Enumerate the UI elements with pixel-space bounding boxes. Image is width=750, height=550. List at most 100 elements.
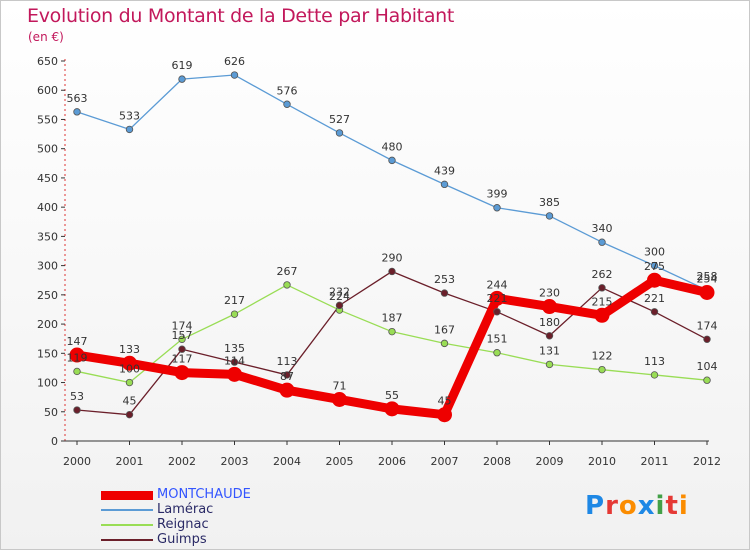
data-point-guimps bbox=[283, 371, 291, 379]
data-point-montchaude bbox=[174, 365, 190, 381]
data-point-reignac bbox=[230, 310, 239, 318]
data-point-lamerac bbox=[388, 156, 396, 165]
data-label-montchaude: 254 bbox=[697, 273, 718, 286]
data-point-guimps bbox=[73, 406, 81, 414]
data-point-guimps bbox=[178, 345, 186, 353]
data-label-guimps: 262 bbox=[592, 268, 613, 281]
y-tick-label: 650 bbox=[37, 55, 58, 68]
y-tick-label: 300 bbox=[37, 260, 58, 273]
data-point-reignac bbox=[650, 371, 659, 379]
data-label-reignac: 100 bbox=[119, 363, 140, 376]
data-point-guimps bbox=[125, 410, 134, 419]
logo-letter: o bbox=[618, 491, 638, 521]
y-tick-label: 250 bbox=[37, 289, 58, 302]
data-point-montchaude bbox=[699, 285, 715, 301]
data-label-reignac: 267 bbox=[277, 265, 298, 278]
data-label-guimps: 157 bbox=[172, 329, 193, 342]
data-point-montchaude bbox=[647, 272, 662, 288]
data-label-montchaude: 45 bbox=[438, 395, 452, 408]
data-point-reignac bbox=[125, 378, 134, 387]
y-tick-label: 150 bbox=[37, 347, 58, 360]
data-label-guimps: 232 bbox=[329, 285, 350, 298]
data-label-lamerac: 385 bbox=[539, 196, 560, 209]
logo-letter: P bbox=[585, 491, 606, 521]
data-label-reignac: 187 bbox=[382, 312, 403, 325]
x-tick-label: 2002 bbox=[168, 455, 196, 468]
data-label-montchaude: 117 bbox=[172, 353, 193, 366]
data-label-guimps: 221 bbox=[644, 292, 665, 305]
y-tick-label: 400 bbox=[37, 201, 58, 214]
x-tick-label: 2001 bbox=[116, 455, 144, 468]
x-tick-label: 2004 bbox=[273, 455, 301, 468]
data-label-guimps: 113 bbox=[277, 355, 298, 368]
legend-label: Guimps bbox=[157, 532, 207, 547]
data-point-guimps bbox=[650, 308, 659, 316]
data-label-reignac: 131 bbox=[539, 344, 560, 357]
data-point-reignac bbox=[440, 339, 449, 348]
data-point-lamerac bbox=[650, 261, 659, 270]
data-label-reignac: 119 bbox=[67, 351, 88, 364]
data-label-reignac: 167 bbox=[434, 323, 455, 336]
data-label-guimps: 253 bbox=[434, 273, 455, 286]
x-tick-label: 2008 bbox=[483, 455, 511, 468]
data-label-reignac: 104 bbox=[697, 360, 718, 373]
data-point-lamerac bbox=[230, 71, 239, 79]
legend-label: Lamérac bbox=[157, 502, 214, 517]
data-label-reignac: 174 bbox=[172, 319, 193, 332]
x-tick-label: 2007 bbox=[431, 455, 459, 468]
data-point-montchaude bbox=[227, 366, 242, 382]
data-point-reignac bbox=[545, 360, 554, 369]
logo-letter: i bbox=[678, 491, 689, 521]
data-point-lamerac bbox=[440, 180, 449, 189]
logo-letter: t bbox=[665, 491, 679, 521]
data-label-guimps: 135 bbox=[224, 342, 245, 355]
legend-label: MONTCHAUDE bbox=[157, 487, 251, 502]
logo-letter: x bbox=[637, 491, 656, 521]
data-label-montchaude: 87 bbox=[280, 370, 294, 383]
legend-swatch bbox=[101, 524, 153, 526]
data-point-montchaude bbox=[489, 290, 505, 306]
data-label-lamerac: 300 bbox=[644, 246, 665, 259]
data-label-montchaude: 244 bbox=[487, 278, 508, 291]
data-point-reignac bbox=[598, 365, 606, 374]
data-label-montchaude: 133 bbox=[119, 343, 140, 356]
data-point-guimps bbox=[545, 332, 554, 340]
data-point-montchaude bbox=[542, 299, 557, 315]
data-point-reignac bbox=[703, 376, 711, 384]
data-label-reignac: 122 bbox=[592, 350, 613, 363]
data-label-guimps: 290 bbox=[382, 251, 403, 264]
data-label-lamerac: 576 bbox=[277, 84, 298, 97]
data-label-lamerac: 563 bbox=[67, 92, 88, 105]
data-point-montchaude bbox=[384, 401, 400, 417]
legend-label: Reignac bbox=[157, 517, 209, 532]
proxiti-logo: Proxiti bbox=[585, 491, 689, 521]
data-label-guimps: 174 bbox=[697, 319, 718, 332]
legend-swatch bbox=[101, 509, 153, 511]
logo-letter: i bbox=[655, 491, 666, 521]
data-label-montchaude: 71 bbox=[333, 379, 347, 392]
y-tick-label: 50 bbox=[44, 406, 58, 419]
data-point-guimps bbox=[230, 358, 239, 366]
data-label-montchaude: 275 bbox=[644, 260, 665, 273]
data-point-guimps bbox=[335, 301, 344, 310]
data-label-lamerac: 527 bbox=[329, 113, 350, 126]
chart-axes: 0 50 100 150 200 250 300 350 400 450 500 550 600 650 2… bbox=[37, 55, 721, 468]
chart-title: Evolution du Montant de la Dette par Hab… bbox=[27, 5, 455, 27]
x-tick-label: 2009 bbox=[536, 455, 564, 468]
data-label-guimps: 45 bbox=[123, 395, 137, 408]
data-label-montchaude: 215 bbox=[592, 295, 613, 308]
legend-swatch bbox=[101, 490, 153, 500]
chart-subtitle: (en €) bbox=[28, 30, 64, 44]
x-tick-label: 2010 bbox=[588, 455, 616, 468]
x-tick-label: 2011 bbox=[641, 455, 669, 468]
data-label-montchaude: 55 bbox=[385, 389, 399, 402]
x-tick-label: 2000 bbox=[63, 455, 91, 468]
data-point-lamerac bbox=[335, 129, 344, 137]
logo-letter: r bbox=[605, 491, 619, 521]
x-tick-label: 2012 bbox=[693, 455, 721, 468]
y-tick-label: 600 bbox=[37, 84, 58, 97]
data-label-guimps: 53 bbox=[70, 390, 84, 403]
chart-data-labels: 563 533 619 626 576 527 480 439 399 385 340 300 258 1… bbox=[67, 55, 718, 408]
x-tick-label: 2006 bbox=[378, 455, 406, 468]
